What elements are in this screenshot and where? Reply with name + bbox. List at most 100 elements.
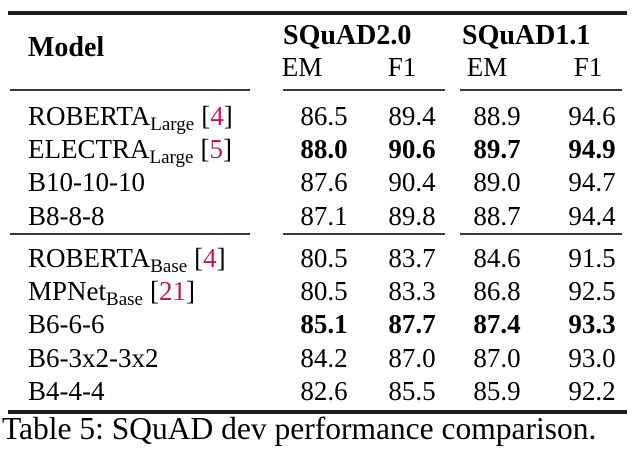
squad11-em-value: 87.0 [473, 342, 521, 373]
squad11-em-value: 86.8 [473, 276, 521, 307]
table-section-large-models: ROBERTALarge [4] 86.5 89.4 88.9 94.6 ELEC… [0, 100, 633, 233]
squad20-f1-value: 89.4 [388, 101, 436, 131]
model-name: MPNet [28, 276, 107, 307]
model-size-subscript: Base [150, 256, 188, 277]
column-header-em-squad11: EM [466, 52, 508, 82]
squad11-f1-value: 94.7 [568, 167, 616, 198]
header-midrule-squad11 [460, 89, 622, 91]
citation-link[interactable]: [5] [200, 134, 232, 164]
squad20-f1-value: 90.4 [388, 167, 436, 198]
model-name: ROBERTA [28, 101, 151, 131]
squad20-em-value: 85.1 [300, 309, 348, 340]
model-name-cell: B6-6-6 [28, 308, 283, 341]
column-group-squad20: SQuAD2.0 [283, 20, 412, 51]
column-header-f1-squad11: F1 [573, 52, 603, 82]
model-name-cell: B8-8-8 [28, 200, 283, 233]
header-midrule-model [10, 89, 250, 91]
squad20-f1-value: 87.7 [388, 309, 436, 340]
model-name-cell: ELECTRALarge [5] [28, 133, 283, 169]
squad11-em-value: 88.9 [473, 101, 521, 131]
squad20-em-value: 80.5 [300, 276, 348, 307]
model-name-cell: ROBERTALarge [4] [28, 100, 283, 135]
citation-close-bracket: ] [216, 243, 226, 273]
column-header-f1-squad20: F1 [387, 52, 417, 82]
model-name: B8-8-8 [28, 200, 105, 231]
header-midrule-squad20 [283, 89, 445, 91]
model-name: ELECTRA [28, 134, 150, 165]
model-name: B6-6-6 [28, 309, 105, 340]
squad11-em-value: 84.6 [473, 243, 521, 273]
table-top-rule [8, 11, 627, 15]
table-caption: Table 5: SQuAD dev performance compariso… [2, 411, 597, 446]
column-group-squad11: SQuAD1.1 [462, 20, 591, 51]
citation-open-bracket: [ [200, 134, 210, 165]
squad20-f1-value: 85.5 [388, 375, 436, 406]
squad20-f1-value: 89.8 [388, 200, 436, 231]
section-midrule-model [10, 233, 250, 235]
squad20-em-value: 82.6 [300, 375, 348, 406]
squad11-f1-value: 93.3 [568, 309, 616, 340]
citation-number[interactable]: 4 [210, 101, 224, 131]
section-midrule-squad20 [283, 233, 445, 235]
table-row: B10-10-10 87.6 90.4 89.0 94.7 [0, 166, 633, 199]
squad11-em-value: 89.0 [473, 167, 521, 198]
table-row: B6-6-6 85.1 87.7 87.4 93.3 [0, 308, 633, 341]
squad20-em-value: 87.6 [300, 167, 348, 198]
squad20-em-value: 88.0 [300, 134, 348, 165]
table-section-base-models: ROBERTABase [4] 80.5 83.7 84.6 91.5 MPNet… [0, 242, 633, 408]
citation-open-bracket: [ [194, 243, 204, 273]
citation-link[interactable]: [21] [150, 276, 195, 306]
section-midrule-squad11 [460, 233, 622, 235]
citation-close-bracket: ] [185, 276, 195, 307]
table-bottom-rule [8, 410, 627, 414]
squad20-f1-value: 83.7 [388, 243, 436, 273]
squad11-f1-value: 94.9 [568, 134, 616, 165]
squad11-em-value: 88.7 [473, 200, 521, 231]
model-name: B6-3x2-3x2 [28, 342, 159, 373]
squad20-em-value: 86.5 [300, 101, 348, 131]
column-header-model: Model [28, 32, 105, 63]
column-header-em-squad20: EM [281, 52, 323, 82]
model-name-cell: MPNetBase [21] [28, 275, 283, 311]
citation-close-bracket: ] [223, 101, 233, 131]
table-row: B4-4-4 82.6 85.5 85.9 92.2 [0, 375, 633, 408]
squad11-f1-value: 93.0 [568, 342, 616, 373]
citation-number[interactable]: 4 [203, 243, 217, 273]
model-name: ROBERTA [28, 243, 151, 273]
table-row: B6-3x2-3x2 84.2 87.0 87.0 93.0 [0, 342, 633, 375]
squad11-em-value: 85.9 [473, 375, 521, 406]
squad20-f1-value: 87.0 [388, 342, 436, 373]
squad20-f1-value: 83.3 [388, 276, 436, 307]
model-size-subscript: Base [106, 289, 143, 311]
model-name-cell: B6-3x2-3x2 [28, 342, 283, 375]
squad20-em-value: 87.1 [300, 200, 348, 231]
squad20-em-value: 80.5 [300, 243, 348, 273]
model-name-cell: B4-4-4 [28, 375, 283, 408]
citation-open-bracket: [ [149, 276, 159, 307]
squad11-f1-value: 94.4 [568, 200, 616, 231]
model-name: B10-10-10 [28, 167, 145, 198]
table-row: MPNetBase [21] 80.5 83.3 86.8 92.5 [0, 275, 633, 311]
squad11-f1-value: 94.6 [568, 101, 616, 131]
squad11-em-value: 87.4 [473, 309, 521, 340]
model-size-subscript: Large [149, 147, 194, 169]
table-row: ELECTRALarge [5] 88.0 90.6 89.7 94.9 [0, 133, 633, 169]
model-name: B4-4-4 [28, 375, 105, 406]
squad20-f1-value: 90.6 [388, 134, 436, 165]
model-size-subscript: Large [150, 114, 195, 135]
squad11-f1-value: 92.2 [568, 375, 616, 406]
citation-number[interactable]: 5 [209, 134, 223, 165]
squad11-f1-value: 92.5 [568, 276, 616, 307]
table-row: B8-8-8 87.1 89.8 88.7 94.4 [0, 200, 633, 233]
citation-link[interactable]: [4] [194, 243, 226, 273]
model-name-cell: B10-10-10 [28, 166, 283, 199]
citation-number[interactable]: 21 [158, 276, 186, 307]
citation-link[interactable]: [4] [201, 101, 233, 131]
model-name-cell: ROBERTABase [4] [28, 242, 283, 277]
table-row: ROBERTALarge [4] 86.5 89.4 88.9 94.6 [0, 100, 633, 135]
citation-open-bracket: [ [201, 101, 211, 131]
squad11-em-value: 89.7 [473, 134, 521, 165]
citation-close-bracket: ] [222, 134, 232, 165]
squad20-em-value: 84.2 [300, 342, 348, 373]
